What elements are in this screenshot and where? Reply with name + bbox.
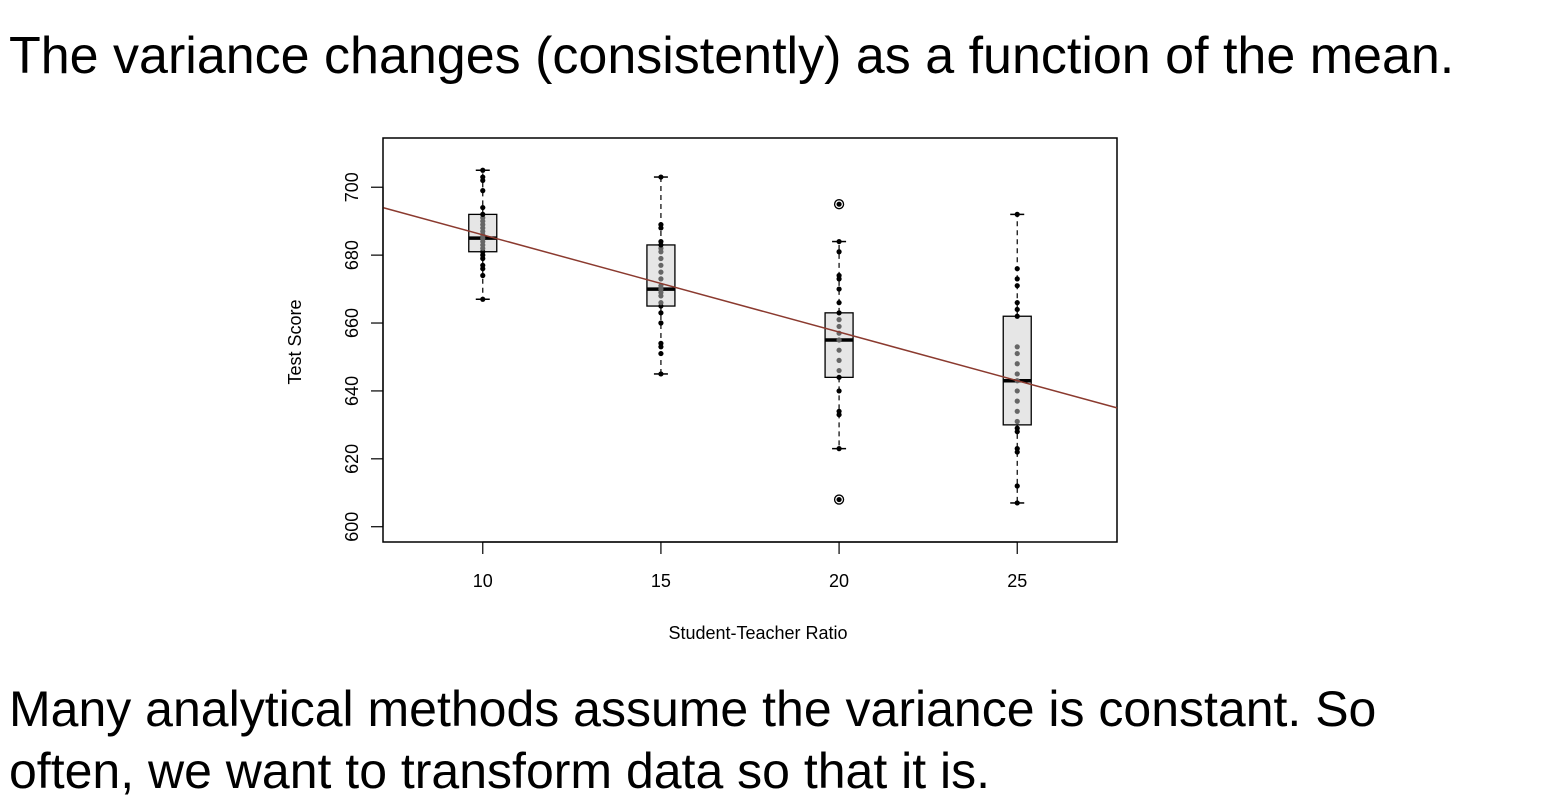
data-point: [1014, 300, 1020, 306]
data-point: [658, 262, 664, 268]
data-point: [1014, 425, 1020, 431]
data-point: [836, 388, 842, 394]
x-axis-label: Student-Teacher Ratio: [668, 623, 847, 643]
iqr-box: [1002, 315, 1032, 426]
data-point: [836, 201, 842, 207]
data-point: [1014, 283, 1020, 289]
y-tick-label: 660: [342, 308, 362, 338]
y-tick-label: 700: [342, 172, 362, 202]
data-point: [836, 367, 842, 374]
data-point: [836, 300, 842, 306]
data-point: [1014, 350, 1020, 357]
data-point: [1014, 483, 1020, 489]
data-point: [658, 221, 664, 228]
data-point: [658, 340, 664, 346]
data-point: [480, 272, 486, 279]
data-point: [1014, 500, 1020, 506]
data-point: [480, 211, 486, 217]
data-point: [658, 238, 664, 245]
data-point: [658, 350, 664, 357]
data-point: [836, 446, 842, 452]
data-point: [480, 174, 486, 180]
data-point: [836, 323, 842, 330]
data-point: [658, 276, 664, 282]
data-point: [836, 357, 842, 363]
y-tick-label: 640: [342, 376, 362, 406]
regression-line: [382, 206, 1118, 409]
data-point: [1014, 313, 1020, 319]
footer-line-2: often, we want to transform data so that…: [9, 743, 991, 799]
data-point: [836, 347, 842, 353]
data-point: [1014, 361, 1020, 367]
data-point: [1014, 306, 1020, 313]
y-tick-label: 680: [342, 240, 362, 270]
data-point: [480, 204, 486, 211]
outlier-marker: [833, 494, 845, 505]
data-point: [1014, 408, 1020, 414]
data-point: [836, 286, 842, 292]
data-point: [1014, 344, 1020, 350]
data-point: [1014, 371, 1020, 377]
y-tick-label: 620: [342, 444, 362, 474]
x-tick-label: 20: [829, 571, 849, 591]
x-tick-label: 15: [651, 571, 671, 591]
slide-title: The variance changes (consistently) as a…: [9, 27, 1455, 85]
data-point: [658, 371, 664, 377]
data-point: [836, 272, 842, 279]
outlier-marker: [833, 199, 845, 210]
data-point: [1014, 398, 1020, 404]
data-point: [1014, 266, 1020, 272]
x-tick-label: 25: [1007, 571, 1027, 591]
data-point: [836, 238, 842, 245]
data-point: [658, 300, 664, 306]
data-point: [836, 317, 842, 323]
data-point: [836, 408, 842, 414]
data-point: [658, 310, 664, 316]
x-tick-label: 10: [473, 571, 493, 591]
data-point: [658, 255, 664, 262]
data-point: [480, 262, 486, 268]
slide-footer-text: Many analytical methods assume the varia…: [9, 678, 1539, 802]
data-point: [480, 296, 486, 302]
data-point: [1014, 211, 1020, 217]
data-point: [480, 188, 486, 194]
data-point: [836, 249, 842, 255]
iqr-box: [824, 312, 854, 378]
data-point: [658, 174, 664, 180]
data-point: [1014, 276, 1020, 282]
data-point: [658, 269, 664, 275]
y-axis-label: Test Score: [285, 299, 305, 384]
data-point: [1014, 388, 1020, 394]
y-tick-label: 600: [342, 512, 362, 542]
data-point: [836, 337, 842, 343]
data-point: [836, 496, 842, 503]
data-point: [480, 167, 486, 173]
data-point: [658, 320, 664, 326]
data-point: [1014, 446, 1020, 452]
data-point: [836, 374, 842, 380]
footer-line-1: Many analytical methods assume the varia…: [9, 681, 1377, 737]
data-point: [836, 310, 842, 316]
data-point: [1014, 418, 1020, 425]
